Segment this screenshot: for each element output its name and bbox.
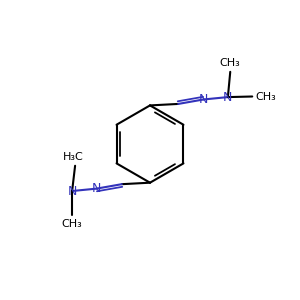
Text: N: N [199, 93, 208, 106]
Text: H₃C: H₃C [63, 152, 84, 162]
Text: N: N [92, 182, 101, 195]
Text: N: N [223, 91, 232, 103]
Text: CH₃: CH₃ [256, 92, 277, 101]
Text: CH₃: CH₃ [62, 219, 82, 229]
Text: CH₃: CH₃ [220, 58, 241, 68]
Text: N: N [68, 184, 77, 197]
